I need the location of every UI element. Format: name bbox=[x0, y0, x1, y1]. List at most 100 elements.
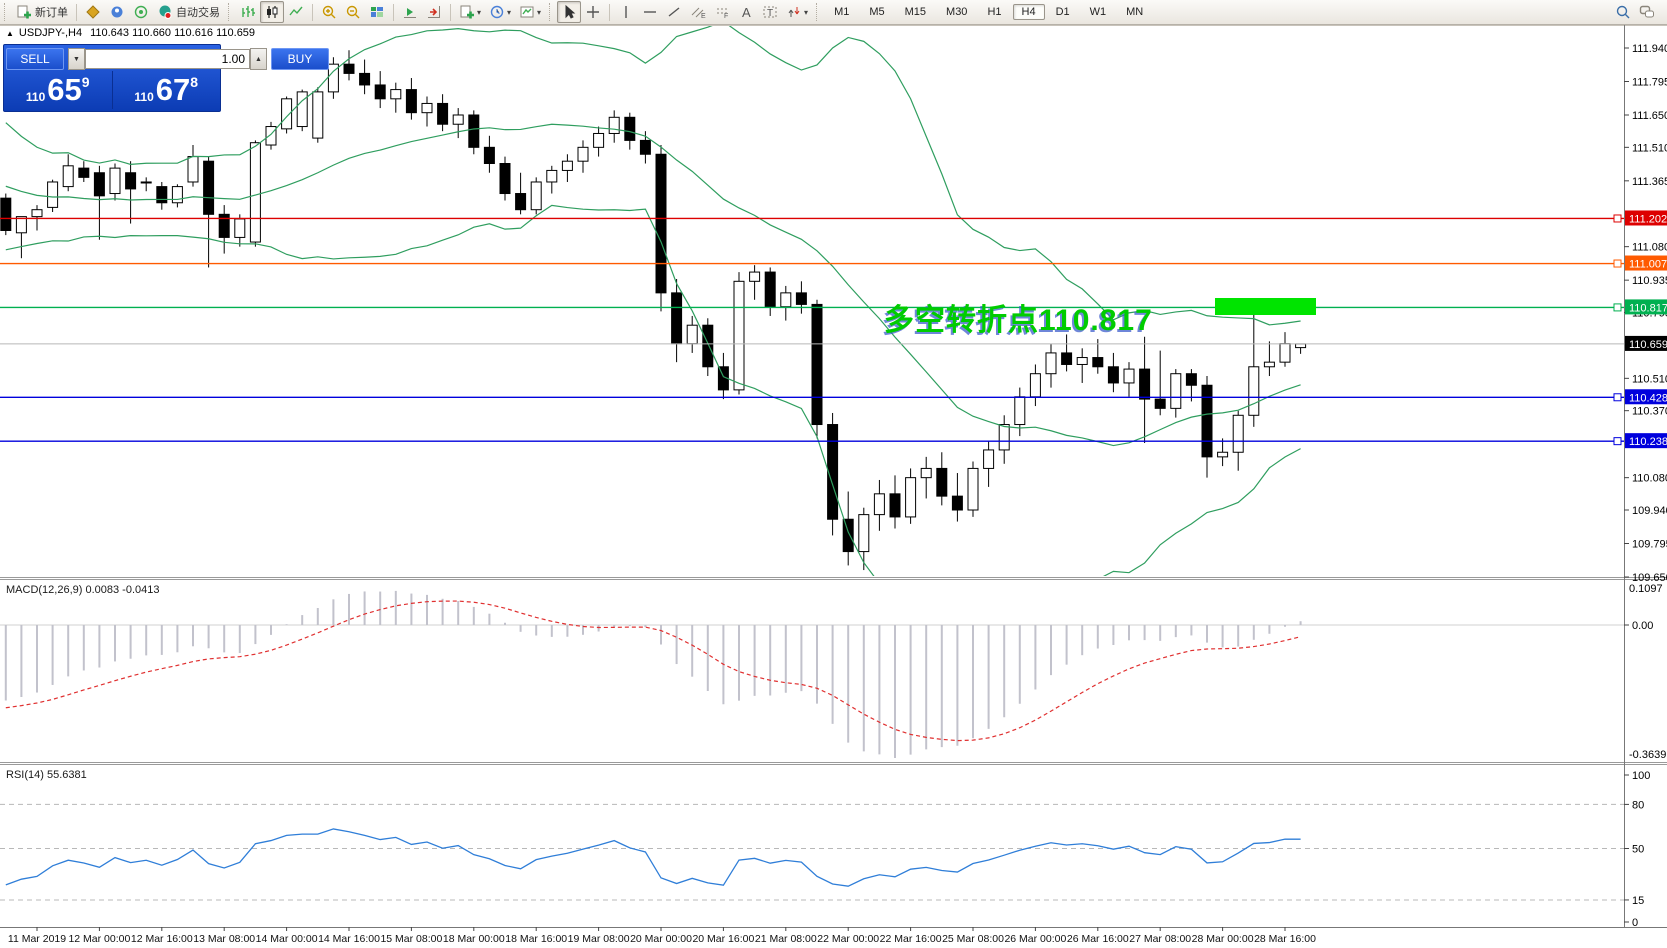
candle bbox=[1014, 396, 1026, 426]
hline-handle[interactable] bbox=[1613, 259, 1622, 268]
candle bbox=[234, 218, 246, 238]
equidistant-channel-button[interactable]: E bbox=[686, 1, 710, 23]
market-button[interactable] bbox=[105, 1, 129, 23]
pivot-annotation-text[interactable]: 多空转折点110.817 bbox=[884, 304, 1153, 337]
periods-button[interactable]: ▾ bbox=[485, 1, 515, 23]
sell-price-big: 65 bbox=[47, 72, 82, 107]
candle bbox=[109, 167, 121, 195]
zoom-in-button[interactable] bbox=[317, 1, 341, 23]
hline-handle[interactable] bbox=[1613, 214, 1622, 223]
chevron-down-icon[interactable]: ▾ bbox=[477, 7, 482, 17]
hline-handle[interactable] bbox=[1613, 393, 1622, 402]
templates-button[interactable]: ▾ bbox=[515, 1, 545, 23]
market-icon bbox=[111, 6, 123, 18]
search-icon[interactable] bbox=[1611, 1, 1635, 23]
chart-shift-button[interactable] bbox=[422, 1, 446, 23]
candle bbox=[343, 63, 355, 74]
fibonacci-button[interactable]: F bbox=[710, 1, 734, 23]
candle bbox=[1154, 398, 1166, 409]
cursor-button[interactable] bbox=[557, 1, 582, 23]
timeframe-d1-button[interactable]: D1 bbox=[1055, 6, 1070, 18]
svg-text:111.940: 111.940 bbox=[1632, 43, 1667, 55]
volume-input[interactable] bbox=[85, 49, 250, 69]
crosshair-button[interactable] bbox=[581, 1, 605, 23]
text-icon: A bbox=[742, 5, 751, 20]
rsi-line bbox=[5, 828, 1301, 887]
candle bbox=[1092, 357, 1104, 368]
chevron-down-icon[interactable]: ▾ bbox=[804, 7, 809, 17]
candle bbox=[905, 477, 917, 518]
bar-chart-button[interactable] bbox=[236, 1, 260, 23]
volume-up-button[interactable]: ▲ bbox=[250, 48, 267, 70]
candle bbox=[171, 186, 183, 204]
symbol-timeframe-label: USDJPY-,H4 bbox=[18, 27, 83, 39]
hline-handle[interactable] bbox=[1613, 437, 1622, 446]
auto-scroll-button[interactable] bbox=[398, 1, 422, 23]
candle bbox=[125, 172, 137, 190]
templates-icon bbox=[520, 6, 534, 18]
tile-windows-button[interactable] bbox=[365, 1, 389, 23]
buy-price[interactable]: 110 67 8 bbox=[113, 71, 221, 109]
chart-symbol-line: ▲ USDJPY-,H4 110.643 110.660 110.616 110… bbox=[6, 27, 255, 39]
horizontal-line-button[interactable] bbox=[638, 1, 662, 23]
vertical-line-button[interactable] bbox=[614, 1, 638, 23]
svg-text:E: E bbox=[701, 13, 706, 20]
timeframe-m15-button[interactable]: M15 bbox=[904, 6, 927, 18]
timeframe-m30-button[interactable]: M30 bbox=[946, 6, 968, 18]
text-button[interactable]: A bbox=[734, 1, 758, 23]
trendline-button[interactable] bbox=[662, 1, 686, 23]
candle bbox=[983, 449, 995, 469]
candle bbox=[639, 139, 651, 155]
bar-chart-icon bbox=[242, 6, 255, 17]
autotrading-button[interactable]: 自动交易 bbox=[153, 1, 224, 23]
timeframe-mn-button[interactable]: MN bbox=[1126, 6, 1144, 18]
sell-price[interactable]: 110 65 9 bbox=[4, 71, 113, 109]
timeframe-m5-button[interactable]: M5 bbox=[869, 6, 885, 18]
metaeditor-button[interactable] bbox=[81, 1, 105, 23]
candlestick-chart-button[interactable] bbox=[260, 1, 284, 23]
zoom-out-button[interactable] bbox=[341, 1, 365, 23]
rsi-label: RSI(14) 55.6381 bbox=[6, 769, 87, 781]
arrows-button[interactable]: ▾ bbox=[782, 1, 812, 23]
volume-down-button[interactable]: ▼ bbox=[68, 48, 85, 70]
candle bbox=[811, 303, 823, 426]
svg-text:110.238: 110.238 bbox=[1629, 436, 1667, 448]
buy-button[interactable]: BUY bbox=[271, 48, 329, 70]
timeframe-w1-button[interactable]: W1 bbox=[1089, 6, 1107, 18]
svg-text:22 Mar 00:00: 22 Mar 00:00 bbox=[817, 933, 879, 945]
collapse-panel-icon[interactable]: ▲ bbox=[6, 28, 14, 38]
new-order-button[interactable]: 新订单 bbox=[12, 1, 72, 23]
candle bbox=[1263, 361, 1275, 368]
hline-handle[interactable] bbox=[1613, 303, 1622, 312]
one-click-trading-panel: SELL ▼ ▲ BUY 110 65 9 110 67 8 bbox=[3, 44, 329, 112]
highlight-rect[interactable] bbox=[1215, 298, 1316, 315]
line-chart-button[interactable] bbox=[284, 1, 308, 23]
candle bbox=[515, 193, 527, 211]
timeframe-h4-button[interactable]: H4 bbox=[1012, 4, 1045, 20]
candle bbox=[546, 169, 558, 183]
timeframe-m1-button[interactable]: M1 bbox=[834, 6, 850, 18]
periods-icon bbox=[490, 5, 504, 19]
candle bbox=[749, 271, 761, 282]
candle bbox=[1248, 366, 1260, 416]
svg-text:25 Mar 08:00: 25 Mar 08:00 bbox=[942, 933, 1004, 945]
indicators-button[interactable]: ▾ bbox=[455, 1, 485, 23]
candle bbox=[1061, 352, 1073, 365]
candle bbox=[218, 213, 230, 238]
candle bbox=[842, 518, 854, 553]
candle bbox=[312, 91, 324, 139]
svg-text:110.428: 110.428 bbox=[1629, 392, 1667, 404]
indicators-icon bbox=[460, 5, 474, 19]
zoom-in-icon bbox=[322, 5, 336, 19]
chevron-down-icon[interactable]: ▾ bbox=[537, 7, 542, 17]
chat-icon[interactable] bbox=[1635, 1, 1659, 23]
svg-text:111.007: 111.007 bbox=[1629, 259, 1667, 271]
candle bbox=[203, 160, 215, 215]
text-label-button[interactable]: T bbox=[758, 1, 782, 23]
chevron-down-icon[interactable]: ▾ bbox=[507, 7, 512, 17]
signals-button[interactable] bbox=[129, 1, 153, 23]
timeframe-h1-button[interactable]: H1 bbox=[987, 6, 1002, 18]
candle bbox=[47, 181, 59, 208]
sell-button[interactable]: SELL bbox=[6, 48, 64, 70]
